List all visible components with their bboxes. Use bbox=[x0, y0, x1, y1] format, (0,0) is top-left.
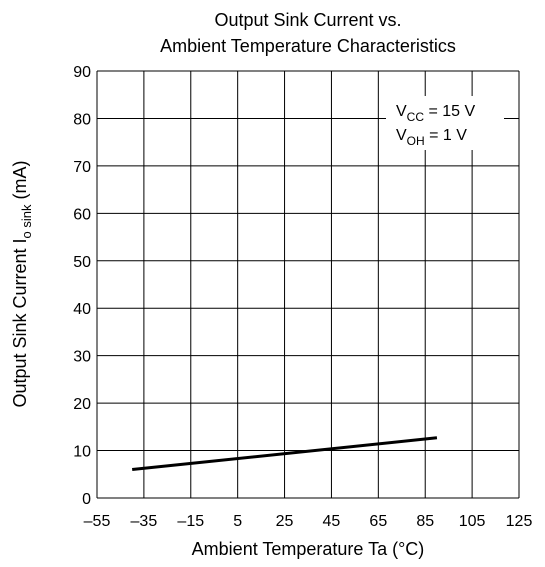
x-tick-label: 45 bbox=[323, 513, 341, 530]
line bbox=[132, 436, 438, 472]
chart-title: Output Sink Current vs. bbox=[214, 10, 401, 30]
x-tick-label: 85 bbox=[416, 513, 434, 530]
annotation-part: V bbox=[396, 103, 407, 120]
chart-title: Ambient Temperature Characteristics bbox=[160, 36, 456, 56]
x-tick-label: 25 bbox=[276, 513, 294, 530]
annotation-sub: OH bbox=[407, 134, 425, 148]
x-tick-label: 5 bbox=[233, 513, 242, 530]
y-tick-label: 50 bbox=[73, 254, 91, 271]
annotation-sub: CC bbox=[407, 110, 425, 124]
y-tick-label: 80 bbox=[73, 111, 91, 128]
y-tick-label: 20 bbox=[73, 396, 91, 413]
y-tick-label: 60 bbox=[73, 206, 91, 223]
grid bbox=[96, 70, 520, 499]
y-tick-label: 30 bbox=[73, 349, 91, 366]
annotation-part: = 1 V bbox=[425, 127, 468, 144]
x-tick-label: 125 bbox=[506, 513, 533, 530]
annotation: VCC = 15 V bbox=[396, 103, 475, 124]
y-axis-label-part: Output Sink Current I bbox=[10, 238, 30, 407]
y-tick-label: 10 bbox=[73, 444, 91, 461]
y-axis-label: Output Sink Current Io sink (mA) bbox=[10, 160, 34, 407]
x-tick-label: –35 bbox=[131, 513, 158, 530]
y-axis-label-part: (mA) bbox=[10, 160, 30, 204]
x-axis-label: Ambient Temperature Ta (°C) bbox=[192, 539, 425, 559]
annotation: VOH = 1 V bbox=[396, 127, 467, 148]
y-tick-label: 70 bbox=[73, 159, 91, 176]
annotation-box bbox=[386, 96, 504, 150]
x-tick-label: 105 bbox=[459, 513, 486, 530]
x-tick-label: 65 bbox=[369, 513, 387, 530]
y-tick-label: 90 bbox=[73, 64, 91, 81]
annotation-part: = 15 V bbox=[424, 103, 475, 120]
y-axis-label-sub: o sink bbox=[19, 204, 34, 238]
y-tick-label: 40 bbox=[73, 301, 91, 318]
x-tick-label: –15 bbox=[177, 513, 204, 530]
x-tick-label: –55 bbox=[84, 513, 111, 530]
annotation-part: V bbox=[396, 127, 407, 144]
y-tick-label: 0 bbox=[82, 491, 91, 508]
